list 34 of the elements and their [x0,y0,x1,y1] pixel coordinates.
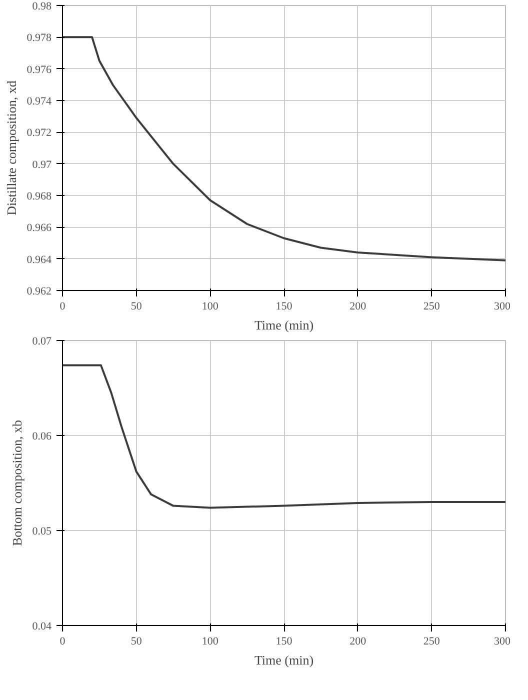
x-tick-label: 250 [423,636,440,648]
x-tick-label: 200 [350,300,367,312]
x-tick-label: 300 [494,300,511,312]
y-tick-label: 0.06 [32,430,52,442]
y-tick-label: 0.974 [26,96,52,108]
x-tick-label: 200 [350,636,367,648]
y-tick-label: 0.964 [26,254,52,266]
y-tick-label: 0.962 [26,286,52,298]
y-tick-label: 0.97 [32,158,52,171]
x-tick-label: 100 [202,300,219,312]
y-tick-label: 0.978 [26,32,52,44]
x-tick-label: 50 [130,300,142,312]
y-tick-label: 0.04 [32,620,52,632]
x-tick-label: 300 [494,636,511,648]
x-tick-label: 50 [130,636,142,648]
line-series [62,36,506,262]
y-axis-title: Bottom composition, xb [9,420,24,546]
x-tick-label: 250 [423,300,440,312]
x-tick-label: 100 [202,636,219,648]
x-tick-label: 150 [276,300,293,312]
y-tick-label: 0.966 [26,222,52,234]
y-tick-label: 0.976 [26,64,52,76]
x-tick-label: 0 [60,300,66,312]
line-series [62,364,506,509]
y-tick-label: 0.98 [32,0,52,12]
x-axis-title: Time (min) [254,652,314,668]
x-axis-title: Time (min) [254,318,314,332]
y-tick-label: 0.968 [26,190,52,202]
y-tick-label: 0.05 [32,526,52,538]
y-axis-title: Distillate composition, xd [4,80,19,216]
y-tick-label: 0.07 [32,336,52,348]
y-tick-label: 0.972 [26,127,52,140]
x-tick-label: 0 [60,636,66,648]
x-tick-label: 150 [276,636,293,648]
